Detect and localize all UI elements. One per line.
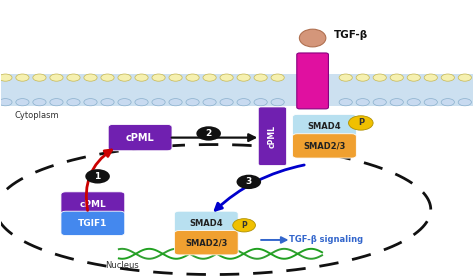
Ellipse shape xyxy=(373,99,386,106)
Ellipse shape xyxy=(118,74,131,81)
Ellipse shape xyxy=(271,74,284,81)
Ellipse shape xyxy=(67,99,80,106)
FancyBboxPatch shape xyxy=(108,125,172,151)
Ellipse shape xyxy=(186,74,199,81)
Ellipse shape xyxy=(373,74,386,81)
FancyBboxPatch shape xyxy=(61,192,125,216)
Ellipse shape xyxy=(424,99,438,106)
Ellipse shape xyxy=(101,74,114,81)
Ellipse shape xyxy=(237,99,250,106)
Ellipse shape xyxy=(135,74,148,81)
Ellipse shape xyxy=(356,74,369,81)
Ellipse shape xyxy=(458,99,472,106)
Ellipse shape xyxy=(254,99,267,106)
Ellipse shape xyxy=(237,74,250,81)
Ellipse shape xyxy=(118,99,131,106)
Ellipse shape xyxy=(441,99,455,106)
Ellipse shape xyxy=(407,74,420,81)
Ellipse shape xyxy=(84,74,97,81)
Text: SMAD2/3: SMAD2/3 xyxy=(185,238,228,247)
Circle shape xyxy=(233,219,255,232)
Ellipse shape xyxy=(407,99,420,106)
FancyBboxPatch shape xyxy=(61,211,125,235)
Text: 3: 3 xyxy=(246,177,252,186)
Circle shape xyxy=(85,169,110,183)
Text: Cytoplasm: Cytoplasm xyxy=(15,111,60,120)
Ellipse shape xyxy=(16,99,29,106)
FancyBboxPatch shape xyxy=(292,134,356,158)
Text: cPML: cPML xyxy=(126,133,155,143)
Ellipse shape xyxy=(169,99,182,106)
Text: cPML: cPML xyxy=(80,200,106,208)
Ellipse shape xyxy=(424,74,438,81)
Text: TGF-β signaling: TGF-β signaling xyxy=(289,235,363,244)
Ellipse shape xyxy=(169,74,182,81)
Ellipse shape xyxy=(152,74,165,81)
Circle shape xyxy=(348,116,373,130)
FancyBboxPatch shape xyxy=(258,107,287,166)
Ellipse shape xyxy=(50,99,63,106)
FancyBboxPatch shape xyxy=(0,74,474,106)
Ellipse shape xyxy=(84,99,97,106)
Ellipse shape xyxy=(101,99,114,106)
Text: 1: 1 xyxy=(94,172,100,181)
Ellipse shape xyxy=(16,74,29,81)
Circle shape xyxy=(237,175,261,189)
Ellipse shape xyxy=(390,74,403,81)
Ellipse shape xyxy=(50,74,63,81)
Ellipse shape xyxy=(33,99,46,106)
Text: Nucleus: Nucleus xyxy=(105,261,138,270)
Ellipse shape xyxy=(356,99,369,106)
Ellipse shape xyxy=(0,99,12,106)
Text: P: P xyxy=(358,118,364,127)
Ellipse shape xyxy=(203,99,216,106)
Text: SMAD4: SMAD4 xyxy=(190,219,223,228)
Ellipse shape xyxy=(458,74,472,81)
Text: 2: 2 xyxy=(206,129,212,138)
Text: P: P xyxy=(241,221,247,230)
Text: SMAD2/3: SMAD2/3 xyxy=(303,142,346,150)
Ellipse shape xyxy=(271,99,284,106)
Ellipse shape xyxy=(203,74,216,81)
Text: SMAD4: SMAD4 xyxy=(308,122,341,131)
FancyBboxPatch shape xyxy=(297,53,328,109)
FancyBboxPatch shape xyxy=(174,230,238,255)
Ellipse shape xyxy=(186,99,199,106)
Ellipse shape xyxy=(135,99,148,106)
Ellipse shape xyxy=(339,74,352,81)
Ellipse shape xyxy=(33,74,46,81)
Ellipse shape xyxy=(67,74,80,81)
Text: TGF-β: TGF-β xyxy=(334,30,368,40)
Ellipse shape xyxy=(152,99,165,106)
Text: TGIF1: TGIF1 xyxy=(78,219,108,228)
Ellipse shape xyxy=(220,99,233,106)
Ellipse shape xyxy=(300,29,326,47)
Ellipse shape xyxy=(220,74,233,81)
Ellipse shape xyxy=(339,99,352,106)
FancyBboxPatch shape xyxy=(292,114,356,139)
Text: cPML: cPML xyxy=(268,125,277,148)
FancyBboxPatch shape xyxy=(174,211,238,235)
Ellipse shape xyxy=(441,74,455,81)
Ellipse shape xyxy=(254,74,267,81)
Ellipse shape xyxy=(390,99,403,106)
Circle shape xyxy=(196,126,221,141)
Ellipse shape xyxy=(0,74,12,81)
